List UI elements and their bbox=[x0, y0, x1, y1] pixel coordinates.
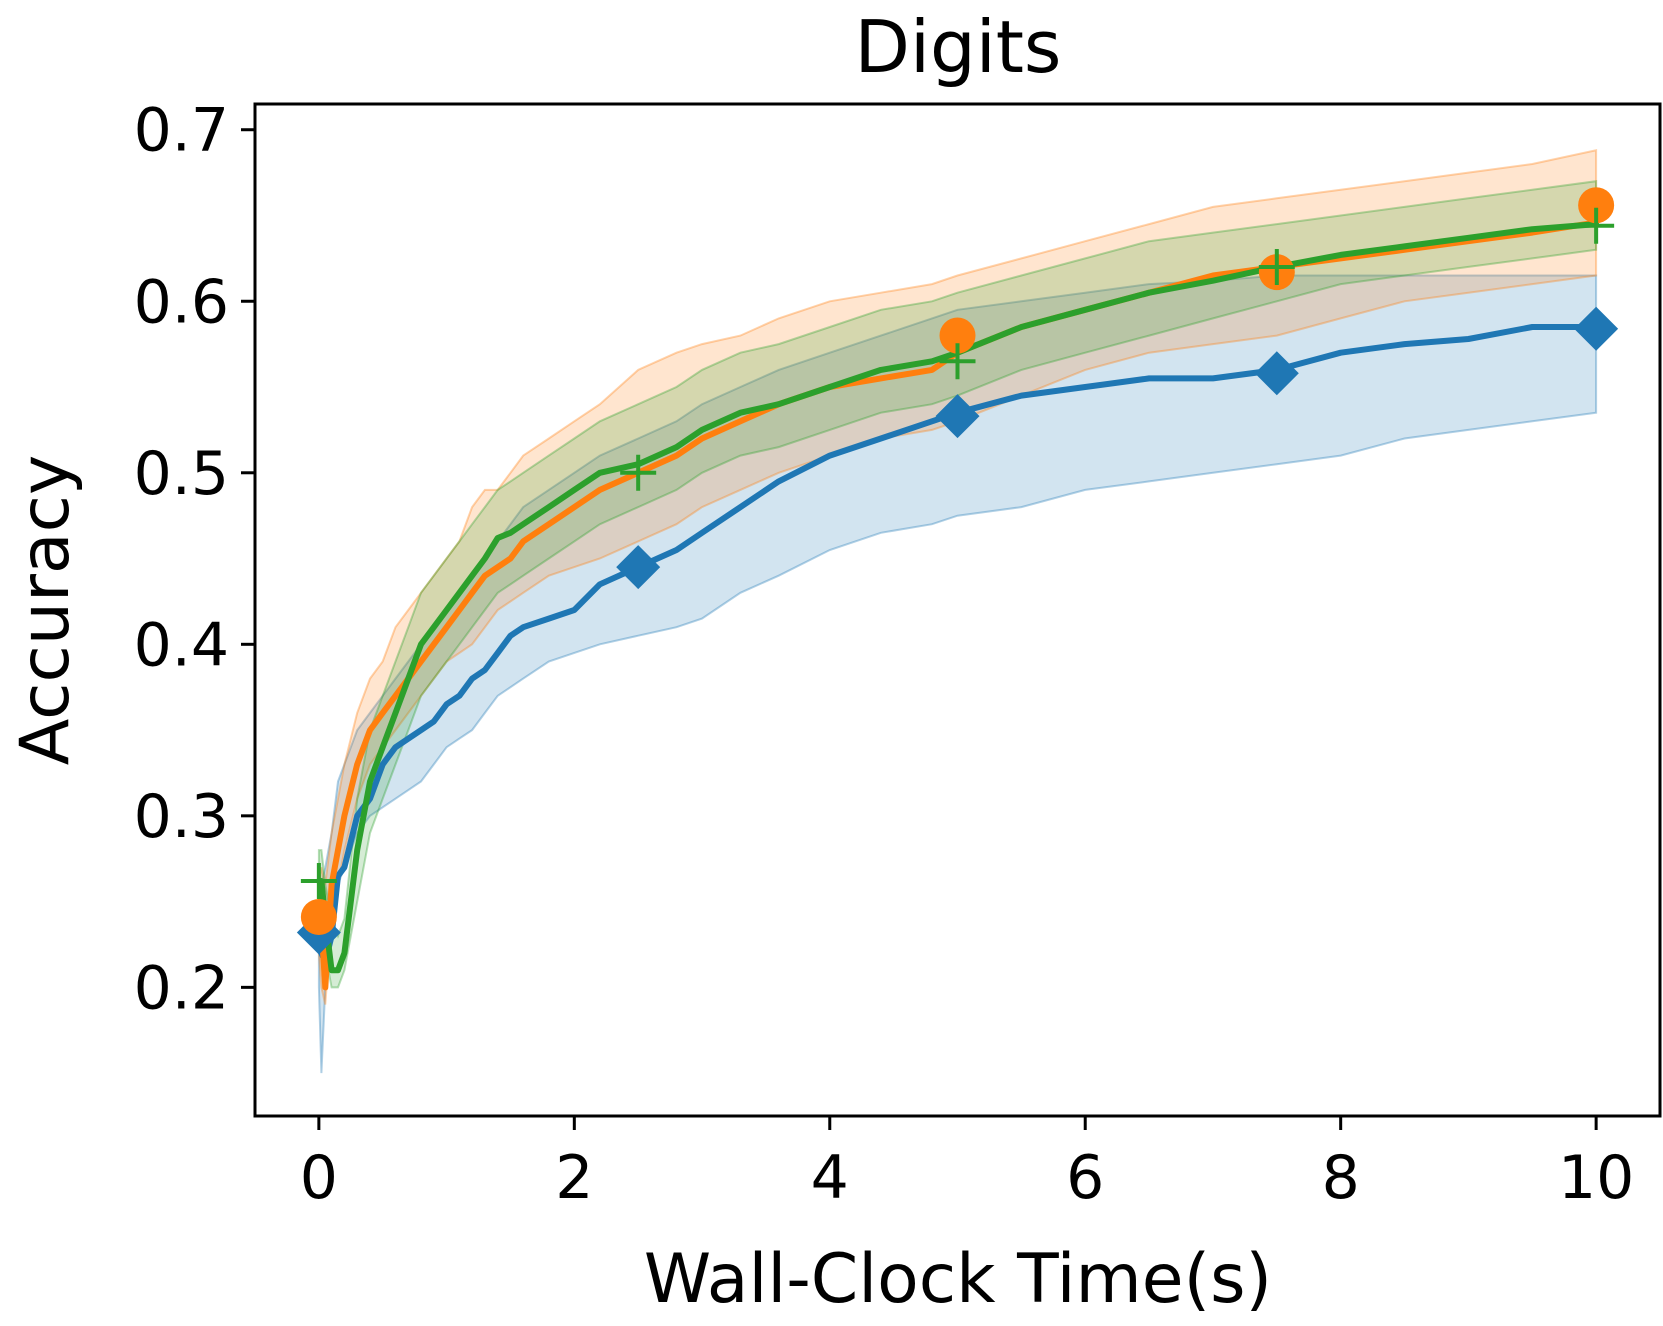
series-2-marker bbox=[939, 317, 976, 354]
x-axis-label: Wall-Clock Time(s) bbox=[644, 1240, 1272, 1319]
plot-frame bbox=[253, 102, 1662, 1118]
x-axis-ticks: 0 2 4 6 8 10 bbox=[300, 1116, 1634, 1213]
x-tick-label: 10 bbox=[1558, 1143, 1634, 1213]
series-2-marker bbox=[300, 899, 337, 936]
series-lines bbox=[315, 219, 1600, 991]
x-tick-label: 6 bbox=[1066, 1143, 1104, 1213]
x-tick-label: 0 bbox=[300, 1143, 338, 1213]
series-1-marker bbox=[1254, 351, 1299, 396]
y-axis-label: Accuracy bbox=[6, 455, 85, 765]
x-tick-label: 2 bbox=[555, 1143, 593, 1213]
series-3-marker bbox=[1258, 248, 1295, 285]
series-1-marker bbox=[1574, 306, 1619, 351]
y-tick-label: 0.2 bbox=[134, 953, 229, 1023]
series-1-marker bbox=[935, 394, 980, 439]
y-tick-label: 0.6 bbox=[134, 267, 229, 337]
y-tick-label: 0.4 bbox=[134, 610, 229, 680]
series-3-marker bbox=[939, 343, 976, 380]
y-tick-label: 0.7 bbox=[134, 96, 229, 166]
x-tick-label: 8 bbox=[1322, 1143, 1360, 1213]
y-tick-label: 0.5 bbox=[134, 439, 229, 509]
series-2-marker bbox=[1578, 187, 1615, 224]
series-markers bbox=[296, 187, 1619, 955]
y-axis-ticks: 0.2 0.3 0.4 0.5 0.6 0.7 bbox=[134, 96, 255, 1023]
y-tick-label: 0.3 bbox=[134, 782, 229, 852]
series-1-marker bbox=[616, 545, 661, 590]
series-3-marker bbox=[300, 863, 337, 900]
x-tick-label: 4 bbox=[811, 1143, 849, 1213]
chart-title: Digits bbox=[855, 5, 1062, 89]
series-3-marker bbox=[620, 454, 657, 491]
series-3-line bbox=[315, 221, 1600, 974]
series-3-marker bbox=[1578, 207, 1615, 244]
